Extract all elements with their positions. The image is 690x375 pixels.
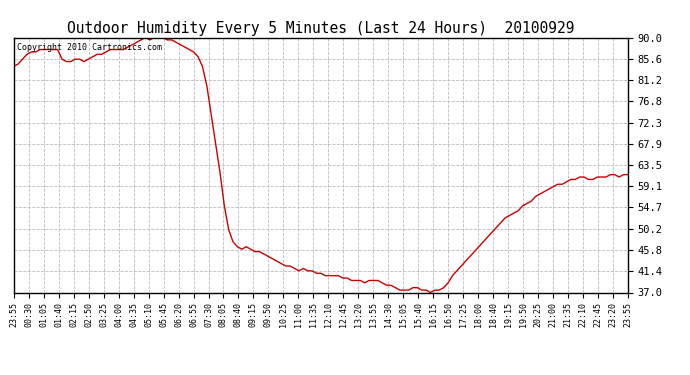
Title: Outdoor Humidity Every 5 Minutes (Last 24 Hours)  20100929: Outdoor Humidity Every 5 Minutes (Last 2… <box>67 21 575 36</box>
Text: Copyright 2010 Cartronics.com: Copyright 2010 Cartronics.com <box>17 43 162 52</box>
